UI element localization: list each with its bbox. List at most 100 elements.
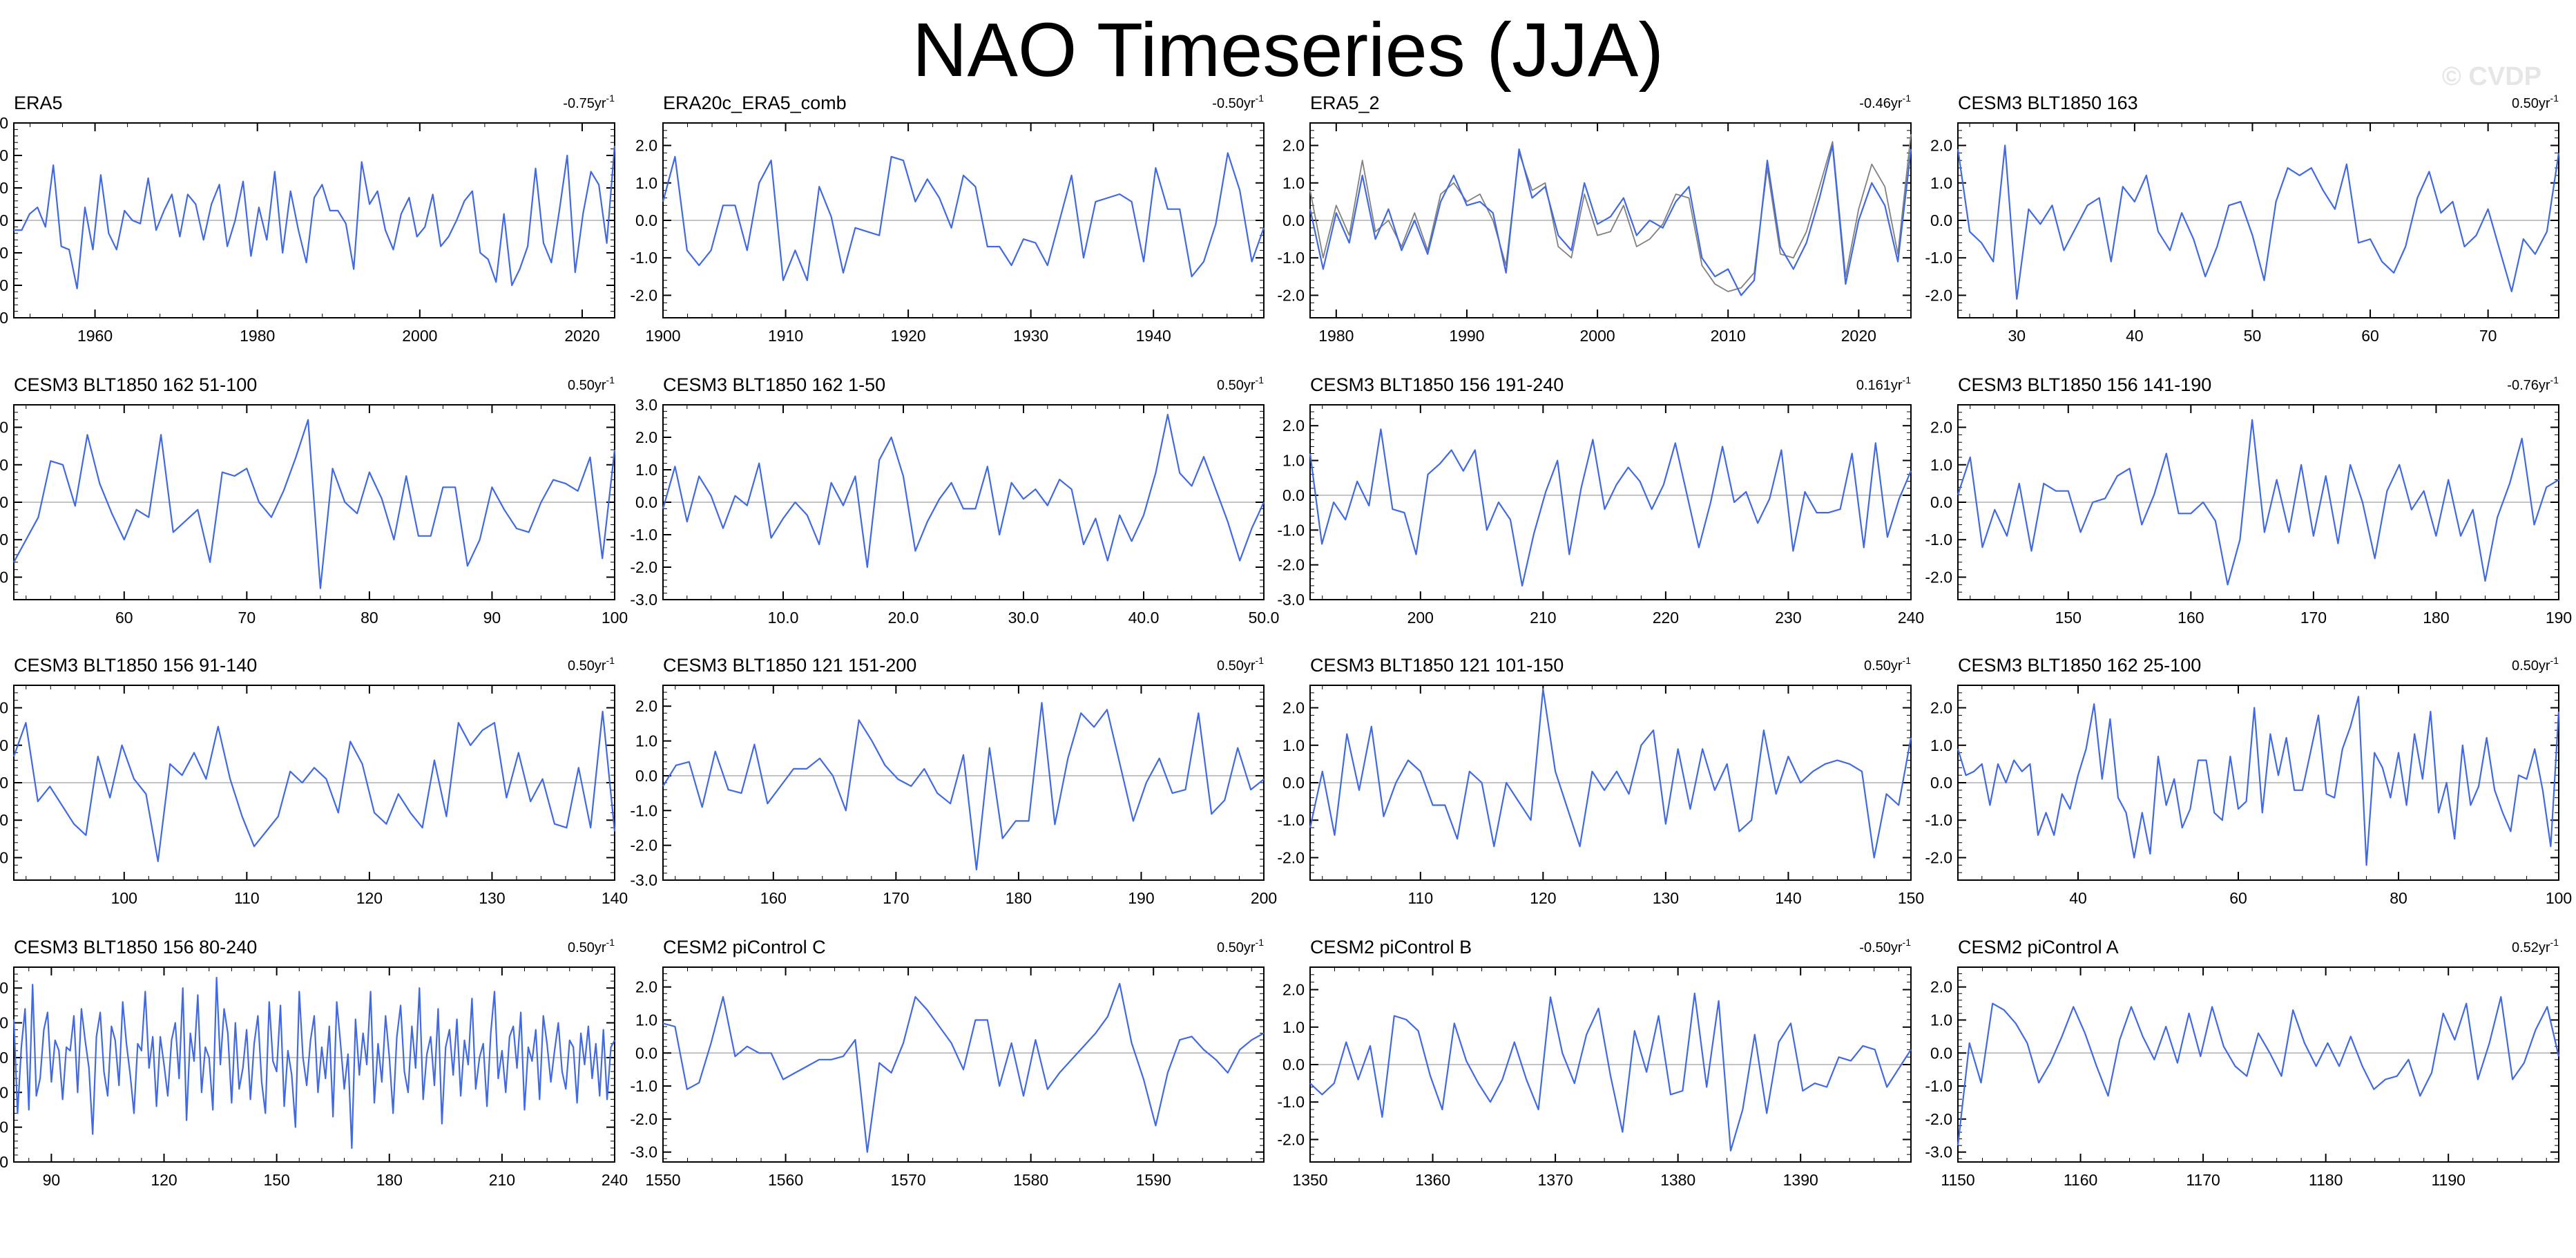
chart-panel: CESM3 BLT1850 162 51-100 0.50yr-1 2.0 1.0 0.… xyxy=(0,374,628,627)
y-tick-label: 3.0 xyxy=(0,114,8,132)
series-line xyxy=(1957,696,2560,866)
y-tick-label: -3.0 xyxy=(1925,1143,1952,1161)
x-tick-label: 2000 xyxy=(402,327,437,345)
chart-title: CESM2 piControl C xyxy=(663,937,826,957)
series-line xyxy=(1309,992,1912,1152)
chart-title: ERA5 xyxy=(14,93,63,113)
chart-title: CESM3 BLT1850 163 xyxy=(1958,93,2138,113)
trend-label: 0.50yr-1 xyxy=(2512,93,2559,111)
y-tick-label: -1.0 xyxy=(0,244,8,262)
y-tick-label: 2.0 xyxy=(635,978,657,996)
y-tick-label: 0.0 xyxy=(635,211,657,229)
reference-series-line xyxy=(1309,134,1912,292)
x-tick-label: 1150 xyxy=(1941,1171,1974,1189)
x-tick-label: 1980 xyxy=(240,327,275,345)
chart-panel: CESM3 BLT1850 156 141-190 -0.76yr-1 2.0 1.0… xyxy=(1925,374,2572,627)
x-tick-label: 70 xyxy=(238,609,256,627)
y-tick-label: 2.0 xyxy=(1282,137,1305,155)
y-tick-label: 1.0 xyxy=(1282,736,1305,754)
x-tick-label: 150 xyxy=(1898,889,1924,907)
y-tick-label: -1.0 xyxy=(1277,811,1305,829)
x-tick-label: 110 xyxy=(1407,889,1433,907)
chart-panel: CESM3 BLT1850 162 25-100 0.50yr-1 2.0 1.0 0.… xyxy=(1925,655,2572,907)
trend-label: 0.50yr-1 xyxy=(568,937,615,955)
x-tick-label: 190 xyxy=(1128,889,1154,907)
series-line xyxy=(1957,144,2560,300)
y-tick-label: 2.0 xyxy=(635,428,657,446)
x-tick-label: 1390 xyxy=(1783,1171,1818,1189)
y-tick-label: -2.0 xyxy=(0,848,8,866)
y-tick-label: 1.0 xyxy=(1282,1018,1305,1036)
y-tick-label: -2.0 xyxy=(630,558,657,576)
x-tick-label: 60 xyxy=(2361,327,2379,345)
chart-panel: CESM2 piControl B -0.50yr-1 2.0 1.0 0.0 -1.0 -… xyxy=(1277,937,1912,1189)
plot-frame xyxy=(1957,966,2559,1163)
series-line xyxy=(1309,688,1912,859)
series-line xyxy=(12,710,616,863)
trend-label: 0.50yr-1 xyxy=(568,655,615,674)
x-tick-label: 140 xyxy=(602,889,628,907)
x-tick-label: 170 xyxy=(2300,609,2327,627)
x-tick-label: 1350 xyxy=(1292,1171,1327,1189)
plot-frame xyxy=(1309,404,1912,600)
series-line xyxy=(1957,995,2560,1146)
x-tick-label: 180 xyxy=(2423,609,2449,627)
x-tick-label: 1930 xyxy=(1013,327,1048,345)
y-tick-label: -3.0 xyxy=(630,871,657,889)
chart-title: CESM2 piControl B xyxy=(1310,937,1472,957)
x-tick-label: 20.0 xyxy=(888,609,919,627)
y-tick-label: 2.0 xyxy=(0,979,8,997)
chart-panel: CESM3 BLT1850 163 0.50yr-1 2.0 1.0 0.0 -1.0 -2… xyxy=(1925,93,2560,345)
y-tick-label: 1.0 xyxy=(0,179,8,197)
series-line xyxy=(13,419,616,589)
series-line xyxy=(662,413,1265,569)
watermark-label: © CVDP xyxy=(2441,62,2541,91)
x-tick-label: 1910 xyxy=(768,327,803,345)
y-tick-label: -3.0 xyxy=(0,1153,8,1171)
plot-frame xyxy=(662,685,1265,881)
x-tick-label: 40 xyxy=(2069,889,2087,907)
chart-panel: CESM2 piControl C 0.50yr-1 2.0 1.0 0.0 -1.0 -2… xyxy=(630,937,1265,1189)
x-tick-label: 240 xyxy=(602,1171,628,1189)
y-tick-label: 2.0 xyxy=(1282,981,1305,999)
series-line xyxy=(662,152,1265,281)
x-tick-label: 200 xyxy=(1407,609,1434,627)
chart-title: ERA20c_ERA5_comb xyxy=(663,93,847,113)
y-tick-label: -1.0 xyxy=(1925,531,1952,549)
x-tick-label: 130 xyxy=(479,889,505,907)
y-tick-label: 0.0 xyxy=(1282,486,1305,504)
y-tick-label: 2.0 xyxy=(1930,699,1952,717)
chart-title: CESM3 BLT1850 156 80-240 xyxy=(14,937,257,957)
x-tick-label: 150 xyxy=(2055,609,2082,627)
x-tick-label: 50.0 xyxy=(1249,609,1280,627)
y-tick-label: 1.0 xyxy=(1282,174,1305,192)
x-tick-label: 50 xyxy=(2244,327,2262,345)
y-tick-label: 1.0 xyxy=(1930,1011,1952,1029)
y-tick-label: 2.0 xyxy=(1930,137,1952,155)
y-tick-label: -2.0 xyxy=(1925,568,1952,586)
y-tick-label: -1.0 xyxy=(1277,1093,1305,1111)
trend-label: 0.52yr-1 xyxy=(2512,937,2559,955)
y-tick-label: -2.0 xyxy=(630,286,657,304)
x-tick-label: 40.0 xyxy=(1128,609,1160,627)
chart-title: CESM2 piControl A xyxy=(1958,937,2119,957)
y-tick-label: 2.0 xyxy=(0,699,8,717)
series-line xyxy=(1309,428,1912,587)
x-tick-label: 1940 xyxy=(1136,327,1171,345)
x-tick-label: 2020 xyxy=(564,327,599,345)
x-tick-label: 160 xyxy=(2178,609,2204,627)
y-tick-label: 1.0 xyxy=(0,736,8,754)
x-tick-label: 1990 xyxy=(1449,327,1484,345)
x-tick-label: 1370 xyxy=(1538,1171,1573,1189)
y-tick-label: -3.0 xyxy=(630,1143,657,1161)
x-tick-label: 10.0 xyxy=(768,609,799,627)
trend-label: -0.75yr-1 xyxy=(563,93,615,111)
trend-label: 0.50yr-1 xyxy=(2512,655,2559,674)
trend-label: -0.76yr-1 xyxy=(2507,374,2559,393)
y-tick-label: 0.0 xyxy=(0,1049,8,1067)
x-tick-label: 120 xyxy=(151,1171,177,1189)
x-tick-label: 1170 xyxy=(2186,1171,2220,1189)
x-tick-label: 210 xyxy=(489,1171,515,1189)
y-tick-label: 0.0 xyxy=(0,774,8,792)
